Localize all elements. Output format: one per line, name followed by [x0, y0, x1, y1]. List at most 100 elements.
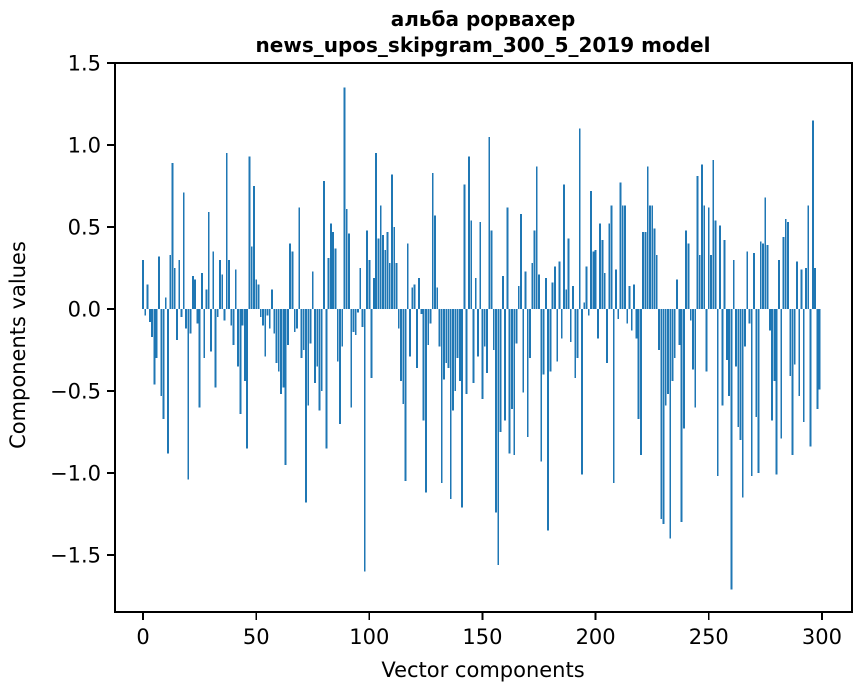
- bar: [429, 308, 432, 324]
- bar: [520, 213, 522, 309]
- bar: [320, 308, 323, 391]
- bar: [639, 308, 642, 455]
- bar: [714, 220, 717, 309]
- bar: [447, 308, 450, 368]
- bar: [529, 308, 531, 359]
- bar: [454, 308, 457, 391]
- bar: [741, 308, 744, 498]
- y-tick-label: −0.5: [50, 379, 101, 403]
- bar: [284, 308, 287, 465]
- bar: [253, 185, 255, 309]
- bar: [474, 277, 477, 309]
- bar: [425, 308, 427, 493]
- bar: [549, 308, 552, 372]
- bar: [198, 308, 201, 408]
- bar: [547, 308, 550, 531]
- bar: [556, 308, 559, 362]
- bar: [553, 266, 556, 309]
- bar: [701, 164, 703, 309]
- x-tick-label: 200: [576, 625, 616, 649]
- bar: [524, 271, 527, 309]
- bar: [735, 308, 737, 367]
- bar: [148, 308, 151, 323]
- bar: [526, 308, 529, 437]
- bar: [692, 308, 694, 370]
- bar: [649, 205, 651, 309]
- bar: [809, 308, 812, 447]
- bar: [814, 267, 817, 309]
- bar: [314, 308, 316, 383]
- bar: [492, 308, 495, 350]
- bar: [651, 205, 654, 309]
- bar: [811, 120, 814, 309]
- bar: [325, 308, 328, 449]
- bar: [332, 231, 335, 309]
- x-tick-label: 0: [136, 625, 149, 649]
- bar: [191, 276, 194, 309]
- bar: [696, 176, 699, 309]
- bar: [563, 184, 565, 309]
- bar: [630, 308, 633, 331]
- bar: [465, 308, 468, 395]
- bar: [628, 286, 631, 309]
- bar: [746, 251, 749, 309]
- bar: [488, 136, 491, 309]
- bar: [703, 205, 706, 309]
- bar: [796, 261, 798, 309]
- bar: [778, 259, 780, 309]
- bar: [635, 308, 638, 339]
- bar: [379, 205, 382, 309]
- axes-box: [114, 62, 853, 613]
- bar: [472, 308, 475, 383]
- bar: [404, 308, 407, 482]
- bar: [309, 308, 312, 344]
- bar: [705, 308, 708, 372]
- x-tick-label: 50: [243, 625, 270, 649]
- bar: [262, 308, 264, 326]
- bar: [764, 197, 767, 309]
- bar: [359, 267, 362, 309]
- bar: [680, 308, 683, 523]
- bar: [698, 254, 701, 309]
- bar: [671, 308, 674, 382]
- bar: [470, 220, 473, 309]
- bar: [438, 308, 441, 347]
- bar: [508, 308, 511, 454]
- bar: [334, 248, 337, 309]
- bar: [393, 226, 396, 309]
- bar: [200, 272, 203, 309]
- bar: [350, 308, 353, 408]
- bar: [194, 279, 197, 309]
- bar: [719, 225, 721, 309]
- bar: [481, 308, 484, 400]
- bar: [443, 308, 445, 380]
- bar: [723, 240, 726, 309]
- bar: [617, 308, 620, 319]
- bar: [422, 308, 425, 421]
- bar: [286, 308, 289, 346]
- bar: [155, 308, 158, 359]
- bar: [171, 163, 174, 309]
- bar: [302, 308, 305, 350]
- bar: [169, 254, 172, 309]
- bar: [787, 222, 789, 309]
- bar: [510, 308, 513, 409]
- bar: [449, 308, 452, 500]
- bar: [388, 263, 391, 309]
- bar: [418, 277, 421, 309]
- bar: [501, 276, 504, 309]
- bar: [759, 241, 762, 309]
- x-axis-label: Vector components: [381, 658, 584, 682]
- bar: [798, 308, 801, 396]
- bar: [255, 279, 258, 309]
- y-tick-label: −1.0: [50, 461, 101, 485]
- bar: [515, 308, 518, 344]
- bar: [243, 308, 246, 382]
- bar: [176, 308, 178, 341]
- bar: [160, 308, 163, 396]
- bar: [816, 308, 819, 409]
- bar: [248, 156, 251, 309]
- bar: [538, 274, 540, 309]
- bar: [370, 308, 373, 378]
